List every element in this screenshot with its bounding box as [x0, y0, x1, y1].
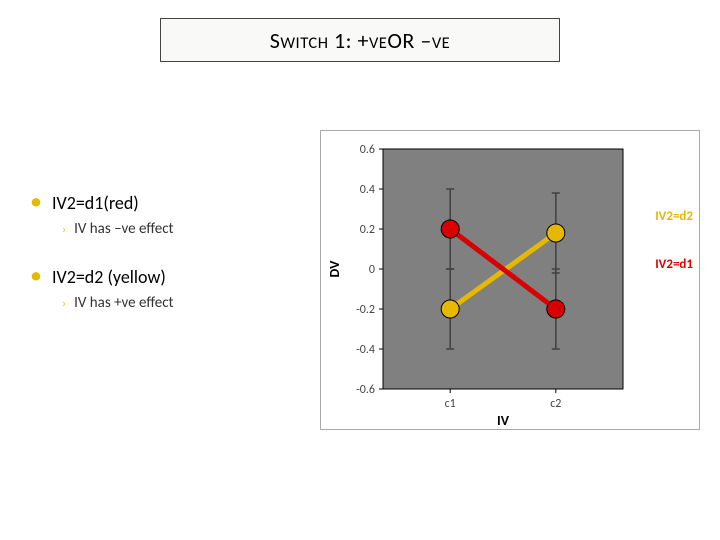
interaction-chart: -0.6 -0.4 -0.2 0 0.2 0.4 0.6 c1 c2 DV IV IV2=d2 IV…	[320, 130, 700, 430]
slide-title: SWITCH 1: +VEOR –VE	[160, 18, 560, 62]
bullet-label: IV2=d1(red)	[52, 192, 139, 214]
svg-text:c1: c1	[445, 397, 456, 411]
title-part: WITCH	[280, 33, 328, 53]
chart-svg: -0.6 -0.4 -0.2 0 0.2 0.4 0.6 c1 c2 DV IV	[321, 131, 701, 431]
svg-text:0.6: 0.6	[360, 143, 375, 157]
bullet-sub-label: IV has +ve effect	[74, 294, 174, 312]
svg-text:IV: IV	[497, 412, 510, 429]
bullet-icon: •	[30, 190, 42, 214]
svg-text:-0.4: -0.4	[356, 343, 375, 357]
legend-d2: IV2=d2	[655, 209, 693, 224]
bullet-label: IV2=d2 (yellow)	[52, 266, 166, 288]
svg-text:c2: c2	[550, 397, 561, 411]
title-part: 1: +	[328, 27, 368, 54]
title-part: VE	[369, 33, 387, 53]
title-part: S	[270, 27, 281, 54]
chevron-icon: ›	[62, 297, 66, 311]
legend-d1: IV2=d1	[655, 257, 693, 272]
svg-text:0: 0	[369, 263, 375, 277]
bullet-icon: •	[30, 264, 42, 288]
bullet-sub-label: IV has –ve effect	[74, 220, 174, 238]
bullet-item: • IV2=d2 (yellow)	[30, 264, 300, 288]
svg-text:-0.6: -0.6	[356, 383, 375, 397]
bullet-list: • IV2=d1(red) › IV has –ve effect • IV2=…	[30, 190, 300, 338]
bullet-sub: › IV has +ve effect	[62, 294, 300, 312]
chevron-icon: ›	[62, 223, 66, 237]
svg-text:DV: DV	[326, 260, 343, 278]
svg-text:-0.2: -0.2	[356, 303, 375, 317]
bullet-item: • IV2=d1(red)	[30, 190, 300, 214]
bullet-sub: › IV has –ve effect	[62, 220, 300, 238]
svg-text:0.2: 0.2	[360, 223, 375, 237]
title-part: VE	[432, 33, 450, 53]
svg-text:0.4: 0.4	[360, 183, 375, 197]
title-part: OR –	[387, 27, 431, 54]
